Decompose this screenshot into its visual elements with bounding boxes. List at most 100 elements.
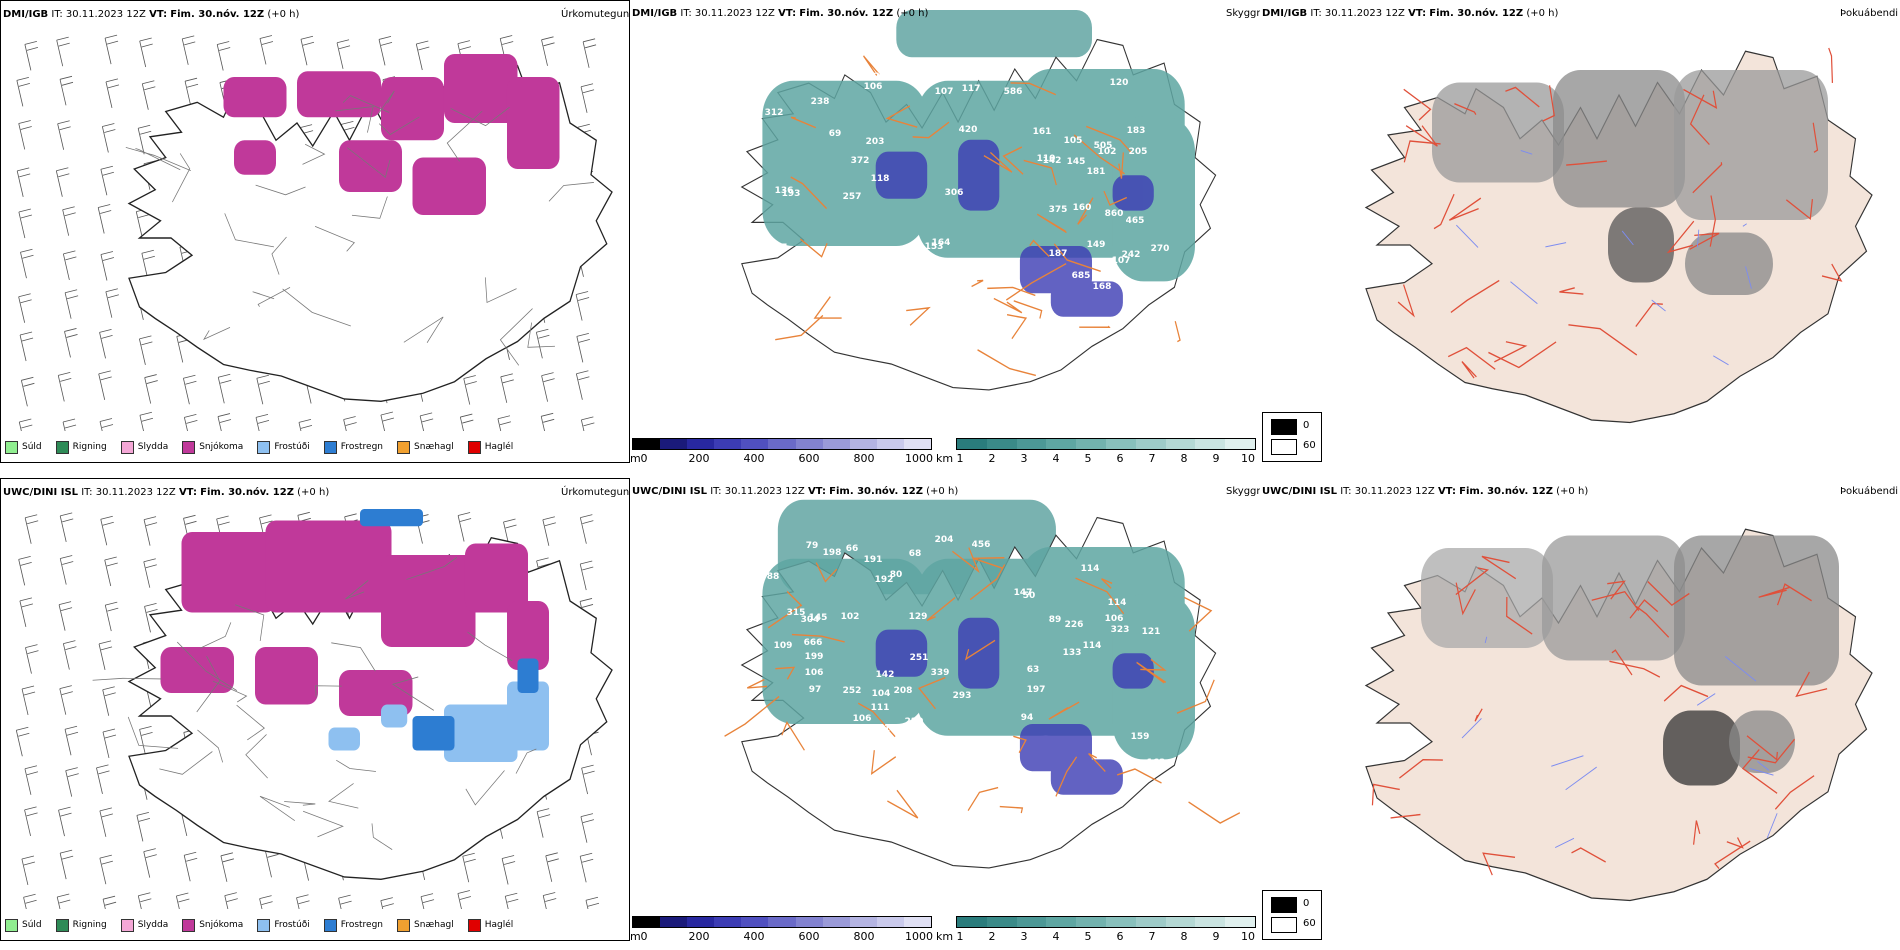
cloudbase-label: 187 — [1049, 249, 1068, 259]
cloudbase-tick: 600 — [798, 930, 820, 943]
valid-time: Fim. 30.nóv. 12Z — [1459, 486, 1553, 497]
cloudbase-label: 666 — [804, 638, 823, 648]
valid-time: Fim. 30.nóv. 12Z — [1429, 8, 1524, 19]
cloudbase-label: 191 — [864, 555, 883, 565]
cloudbase-ticks: 0 200 400 600 800 1000 — [641, 452, 934, 466]
panel-title: Skyggni — [1226, 486, 1260, 497]
visibility-tick: 2 — [988, 452, 996, 465]
visibility-tick: 4 — [1052, 452, 1060, 465]
visibility-tick: 5 — [1084, 452, 1092, 465]
cloudbase-tick: 0 — [640, 930, 648, 943]
cloudbase-label: 106 — [1105, 614, 1124, 624]
it-prefix: IT: — [710, 486, 722, 497]
panel-header: DMI/IGB IT: 30.11.2023 12Z VT: Fim. 30.n… — [632, 8, 928, 19]
cloudbase-label: 118 — [871, 174, 890, 184]
cloudbase-label: 860 — [1105, 209, 1124, 219]
fog-legend-swatch — [1271, 419, 1297, 435]
legend-label: Haglél — [484, 442, 514, 452]
legend-label: Frostregn — [340, 920, 384, 930]
cloudbase-tick: 1000 — [905, 930, 933, 943]
cloudbase-label: 106 — [864, 82, 883, 92]
cloudbase-label: 500 — [804, 267, 823, 277]
cloudbase-label: 205 — [1129, 147, 1148, 157]
forecast-row-dmi: DMI/IGB IT: 30.11.2023 12Z VT: Fim. 30.n… — [0, 0, 1900, 470]
cloudbase-label: 77 — [775, 243, 788, 253]
legend-swatch — [5, 918, 18, 932]
cloudbase-label: 252 — [843, 686, 862, 696]
cloudbase-label: 235 — [1095, 736, 1114, 746]
cloudbase-label: 105 — [1064, 136, 1083, 146]
vt-prefix: VT: — [778, 8, 797, 19]
cloudbase-label: 120 — [1110, 78, 1129, 88]
legend-swatch — [182, 918, 196, 932]
cloudbase-label: 168 — [1093, 282, 1112, 292]
cloudbase-label: 192 — [875, 575, 894, 585]
valid-time: Fim. 30.nóv. 12Z — [829, 486, 923, 497]
legend-item: Frostúði — [257, 440, 310, 454]
cloudbase-label: 197 — [1027, 685, 1046, 695]
visibility-colorbar — [956, 916, 1256, 928]
visibility-tick: 9 — [1212, 930, 1220, 943]
vt-prefix: VT: — [1437, 486, 1456, 497]
cloudbase-label: 149 — [1087, 240, 1106, 250]
cloudbase-label: 456 — [972, 540, 991, 550]
legend-label: Snæhagl — [414, 442, 454, 452]
visibility-tick: 7 — [1148, 452, 1156, 465]
visibility-tick: 8 — [1180, 930, 1188, 943]
cloudbase-label: 312 — [765, 108, 784, 118]
cloudbase-label: 586 — [1004, 87, 1023, 97]
legend-label: Slydda — [137, 442, 169, 452]
cloudbase-label: 158 — [869, 285, 888, 295]
cloudbase-label: 133 — [1063, 648, 1082, 658]
cloudbase-label: 205 — [851, 766, 870, 776]
cloudbase-label: 420 — [959, 125, 978, 135]
legend-swatch — [55, 918, 69, 932]
legend-item: Snæhagl — [397, 918, 454, 932]
legend-label: Súld — [22, 920, 42, 930]
lead-time: (+0 h) — [1556, 486, 1589, 497]
legend-item: Slydda — [120, 918, 168, 932]
legend-item: Haglél — [467, 440, 514, 454]
visibility-unit: km — [936, 930, 954, 943]
cloudbase-label: 129 — [909, 612, 928, 622]
it-prefix: IT: — [1340, 486, 1352, 497]
fog-index-map — [1364, 528, 1873, 902]
fog-legend-swatch — [1271, 439, 1297, 455]
cloudbase-tick: 800 — [853, 930, 875, 943]
cloudbase-label: 145 — [1067, 157, 1086, 167]
legend-swatch — [120, 440, 134, 454]
legend-swatch — [397, 440, 411, 454]
legend-item: Súld — [5, 918, 42, 932]
legend-label: Snjókoma — [199, 442, 244, 452]
vt-prefix: VT: — [149, 9, 168, 20]
legend-swatch — [323, 918, 337, 932]
model-label: DMI/IGB — [3, 9, 49, 20]
panel-header: UWC/DINI ISL IT: 30.11.2023 12Z VT: Fim.… — [1262, 486, 1588, 497]
visibility-tick: 4 — [1052, 930, 1060, 943]
snow-area — [160, 520, 549, 716]
cloudbase-label: 164 — [932, 238, 951, 248]
init-time: 30.11.2023 12Z — [1354, 486, 1435, 497]
panel-title: Þokuábendi — [1840, 486, 1899, 497]
cloudbase-tick: 600 — [798, 452, 820, 465]
cloudbase-label: 204 — [935, 535, 954, 545]
legend-label: Súld — [22, 442, 42, 452]
fog-legend-swatch — [1271, 917, 1297, 933]
it-prefix: IT: — [51, 9, 63, 20]
legend-item: Rigning — [55, 440, 107, 454]
cloudbase-unit: m — [630, 452, 641, 465]
lead-time: (+0 h) — [926, 486, 959, 497]
cloudbase-label: 66 — [846, 544, 859, 554]
cloudbase-label: 162 — [1147, 758, 1166, 768]
cloudbase-label: 208 — [894, 686, 913, 696]
legend-item: Slydda — [120, 440, 169, 454]
cloudbase-label: 198 — [823, 548, 842, 558]
legend-swatch — [397, 918, 411, 932]
cloudbase-label: 161 — [1033, 127, 1052, 137]
cloudbase-label: 153 — [925, 242, 944, 252]
cloudbase-tick: 400 — [743, 452, 765, 465]
valid-time: Fim. 30.nóv. 12Z — [799, 8, 894, 19]
cloudbase-label: 63 — [1027, 665, 1040, 675]
cloudbase-label: 50 — [1023, 591, 1036, 601]
fog-index-map — [1364, 47, 1873, 424]
